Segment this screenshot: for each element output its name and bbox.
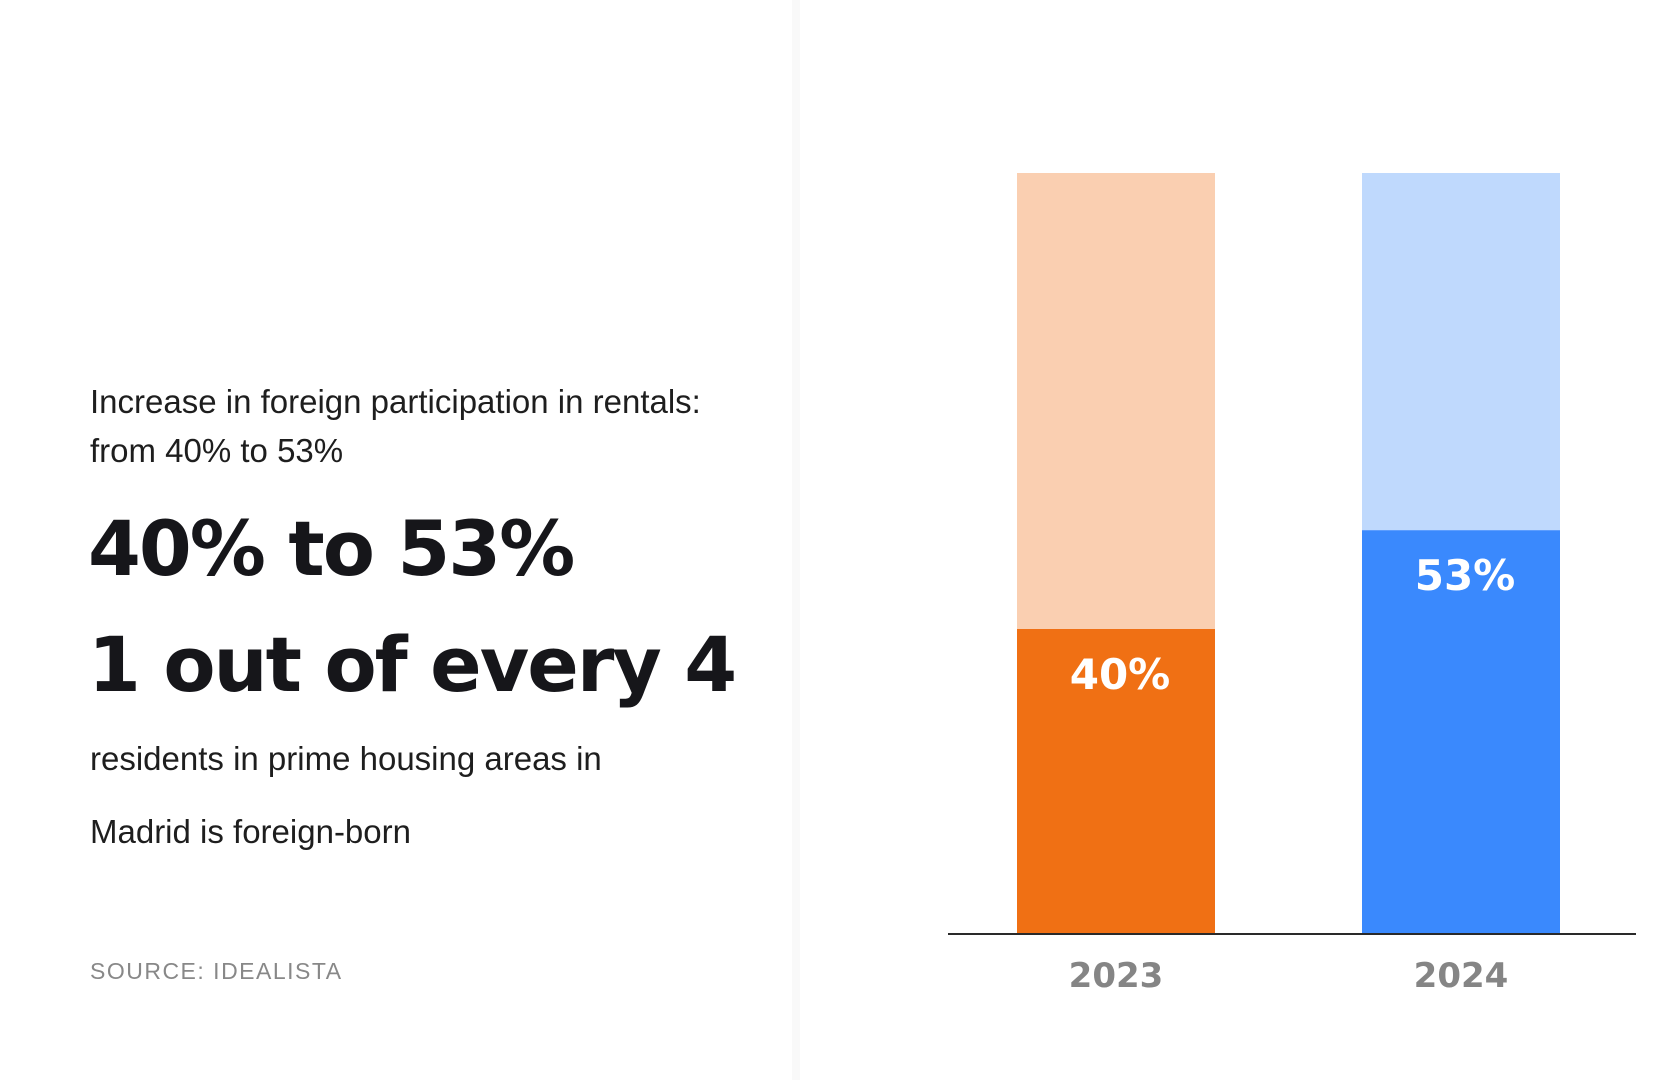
- subtitle: Increase in foreign participation in ren…: [90, 383, 701, 469]
- x-tick-2024: 2024: [1414, 956, 1509, 996]
- data-label-2024: 53%: [1415, 551, 1516, 600]
- bar-2023: [1017, 629, 1215, 933]
- description-line-1: residents in prime housing areas in: [90, 740, 602, 777]
- bar-remainder-2023: [1017, 173, 1215, 629]
- source-note: SOURCE: IDEALISTA: [90, 958, 343, 984]
- data-label-2023: 40%: [1070, 650, 1171, 699]
- x-tick-2023: 2023: [1069, 956, 1164, 996]
- text-panel: Increase in foreign participation in ren…: [0, 0, 792, 1080]
- description-line-2: Madrid is foreign-born: [90, 813, 411, 850]
- bar-remainder-2024: [1362, 173, 1560, 531]
- secondary-stat: 1 out of every 4: [88, 620, 737, 709]
- headline-stat: 40% to 53%: [88, 504, 575, 593]
- bar-2024: [1362, 530, 1560, 933]
- panel-divider: [792, 0, 800, 1080]
